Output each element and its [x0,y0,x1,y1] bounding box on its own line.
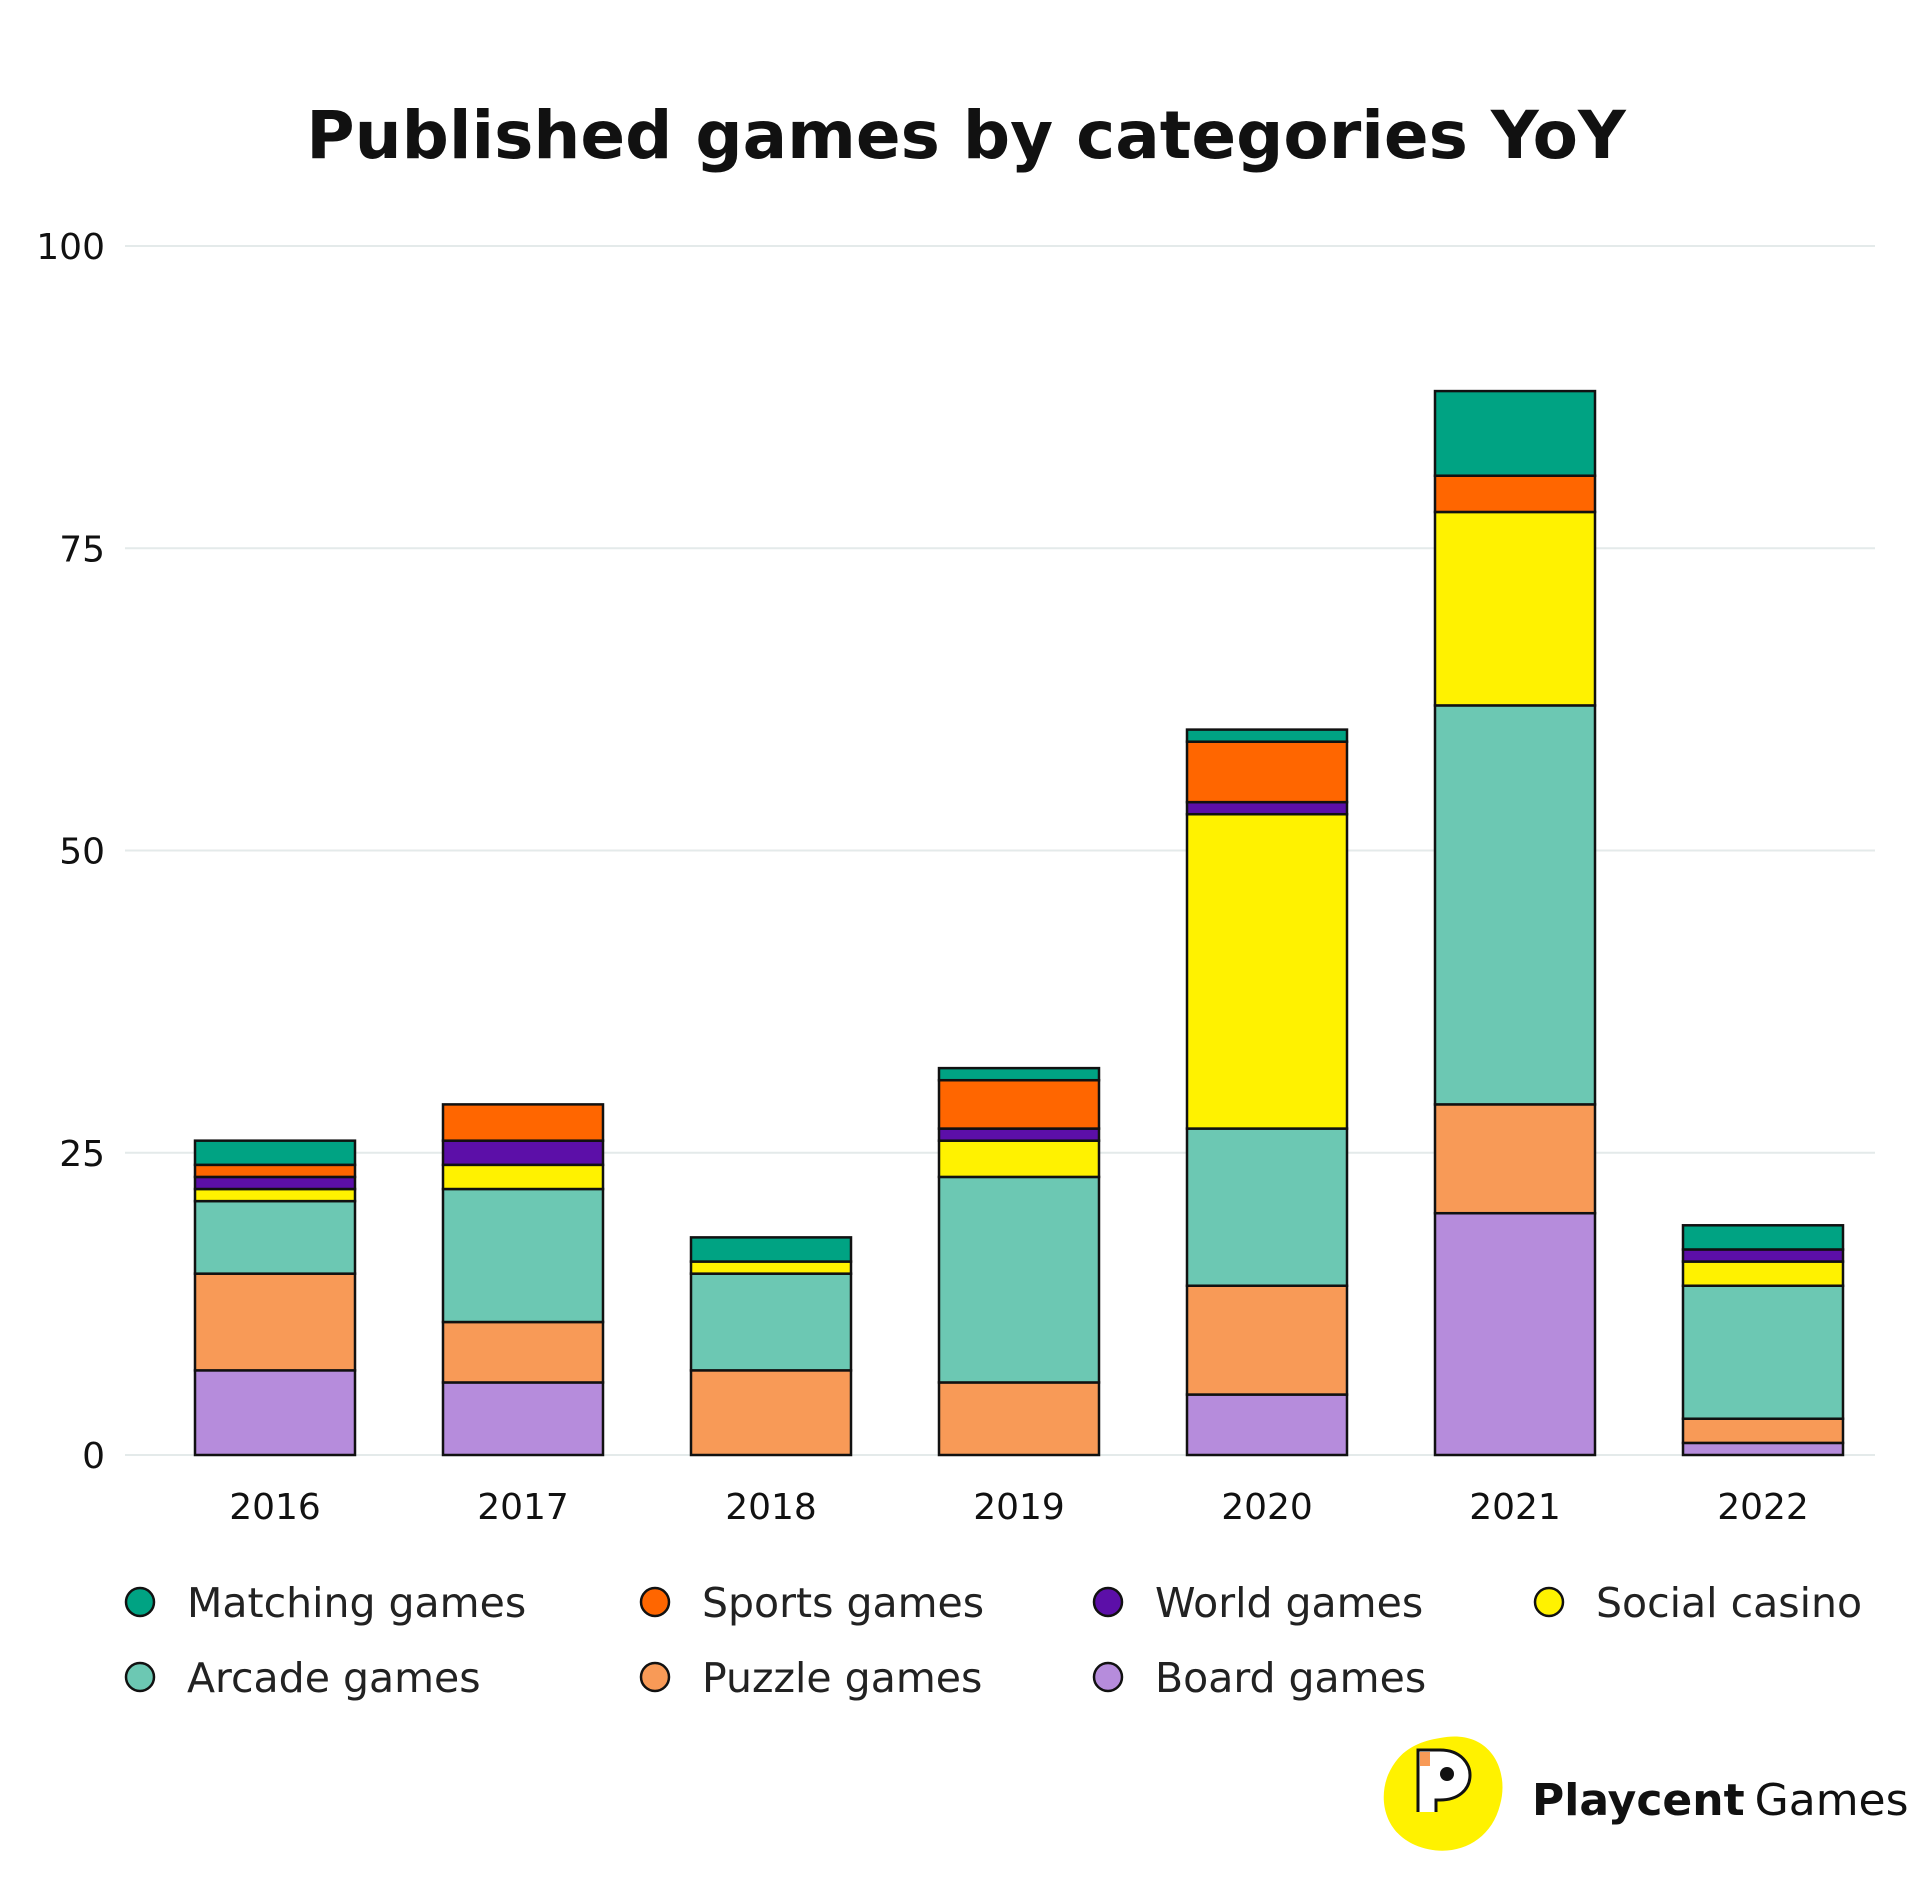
bar-stack-2019 [937,1066,1101,1457]
bar-segment-matching-games [937,1066,1101,1082]
y-tick-label: 75 [59,529,105,570]
chart-title: Published games by categories YoY [306,97,1627,174]
bar-stack-2017 [441,1103,605,1457]
legend-label: Arcade games [187,1654,481,1702]
bar-segment-world-games [1185,800,1349,816]
legend-label: Social casino [1596,1579,1862,1627]
bar-segment-puzzle-games [193,1272,357,1372]
legend-label: Matching games [187,1579,526,1627]
bar-segment-sports-games [1185,740,1349,804]
bar-segment-matching-games [1433,389,1597,477]
legend-label: World games [1155,1579,1423,1627]
legend-item: Social casino [1533,1579,1862,1627]
x-tick-label: 2022 [1717,1487,1809,1528]
bar-segment-social-casino [441,1163,605,1191]
legend-label: Board games [1155,1654,1426,1702]
bar-segment-social-casino [193,1187,357,1203]
legend-item: Puzzle games [639,1654,982,1702]
legend-item: Matching games [124,1579,526,1627]
bar-segment-puzzle-games [441,1320,605,1384]
x-axis-ticks: 2016 2017 2018 2019 2020 2021 2022 [229,1487,1809,1528]
legend: Matching games Sports games World games Soc… [124,1579,1862,1702]
y-tick-label: 50 [59,832,105,873]
bar-segment-matching-games [1681,1224,1845,1251]
bar-segment-world-games [1681,1248,1845,1263]
bar-segment-social-casino [1185,812,1349,1130]
bar-segment-puzzle-games [1681,1417,1845,1445]
bar-segment-arcade-games [1433,704,1597,1106]
y-tick-label: 25 [59,1134,105,1175]
x-tick-label: 2017 [477,1487,569,1528]
bar-segment-puzzle-games [1185,1284,1349,1396]
legend-marker [124,1661,156,1693]
legend-item: Sports games [639,1579,984,1627]
bar-segment-arcade-games [937,1175,1101,1384]
logo-text-bold: Playcent [1532,1775,1745,1826]
legend-marker [1092,1661,1124,1693]
y-tick-label: 100 [36,227,105,268]
bar-segment-matching-games [193,1139,357,1167]
bar-segment-world-games [193,1175,357,1191]
bar-segment-social-casino [689,1260,853,1275]
bar-stack-2016 [193,1139,357,1457]
bar-segment-sports-games [1433,474,1597,514]
legend-item: Board games [1092,1654,1426,1702]
bar-segment-arcade-games [193,1199,357,1275]
bar-segment-puzzle-games [689,1369,853,1457]
bar-segment-board-games [1185,1393,1349,1457]
bar-segment-board-games [1433,1211,1597,1457]
legend-marker [639,1586,671,1618]
x-tick-label: 2016 [229,1487,321,1528]
bar-segment-sports-games [193,1163,357,1179]
x-tick-label: 2019 [973,1487,1065,1528]
legend-marker [1092,1586,1124,1618]
legend-label: Sports games [702,1579,984,1627]
bars [193,389,1845,1457]
bar-segment-world-games [441,1139,605,1167]
bar-segment-board-games [1681,1441,1845,1457]
legend-label: Puzzle games [702,1654,982,1702]
bar-segment-arcade-games [441,1187,605,1324]
bar-segment-sports-games [441,1103,605,1142]
legend-item: World games [1092,1579,1423,1627]
bar-stack-2020 [1185,728,1349,1457]
bar-segment-social-casino [937,1139,1101,1179]
bar-segment-arcade-games [1681,1284,1845,1420]
bar-stack-2018 [689,1236,853,1457]
playcent-logo: Playcent Games [1383,1736,1909,1851]
y-tick-label: 0 [82,1436,105,1477]
logo-text-regular: Games [1755,1775,1909,1826]
bar-segment-sports-games [937,1078,1101,1130]
bar-segment-social-casino [1681,1260,1845,1287]
bar-stack-2022 [1681,1224,1845,1457]
legend-item: Arcade games [124,1654,481,1702]
bar-segment-board-games [441,1381,605,1457]
bar-segment-board-games [193,1369,357,1457]
bar-segment-puzzle-games [1433,1103,1597,1215]
bar-segment-arcade-games [1185,1127,1349,1287]
y-axis-ticks: 0 25 50 75 100 [36,227,105,1477]
bar-stack-2021 [1433,389,1597,1457]
legend-marker [639,1661,671,1693]
x-tick-label: 2020 [1221,1487,1313,1528]
legend-marker [1533,1586,1565,1618]
x-tick-label: 2021 [1469,1487,1561,1528]
bar-segment-social-casino [1433,510,1597,707]
bar-segment-puzzle-games [937,1381,1101,1457]
legend-marker [124,1586,156,1618]
bar-segment-arcade-games [689,1272,853,1372]
bar-segment-matching-games [689,1236,853,1263]
x-tick-label: 2018 [725,1487,817,1528]
logo-dog-icon [1416,1748,1472,1812]
bar-segment-matching-games [1185,728,1349,743]
bar-segment-world-games [937,1127,1101,1142]
